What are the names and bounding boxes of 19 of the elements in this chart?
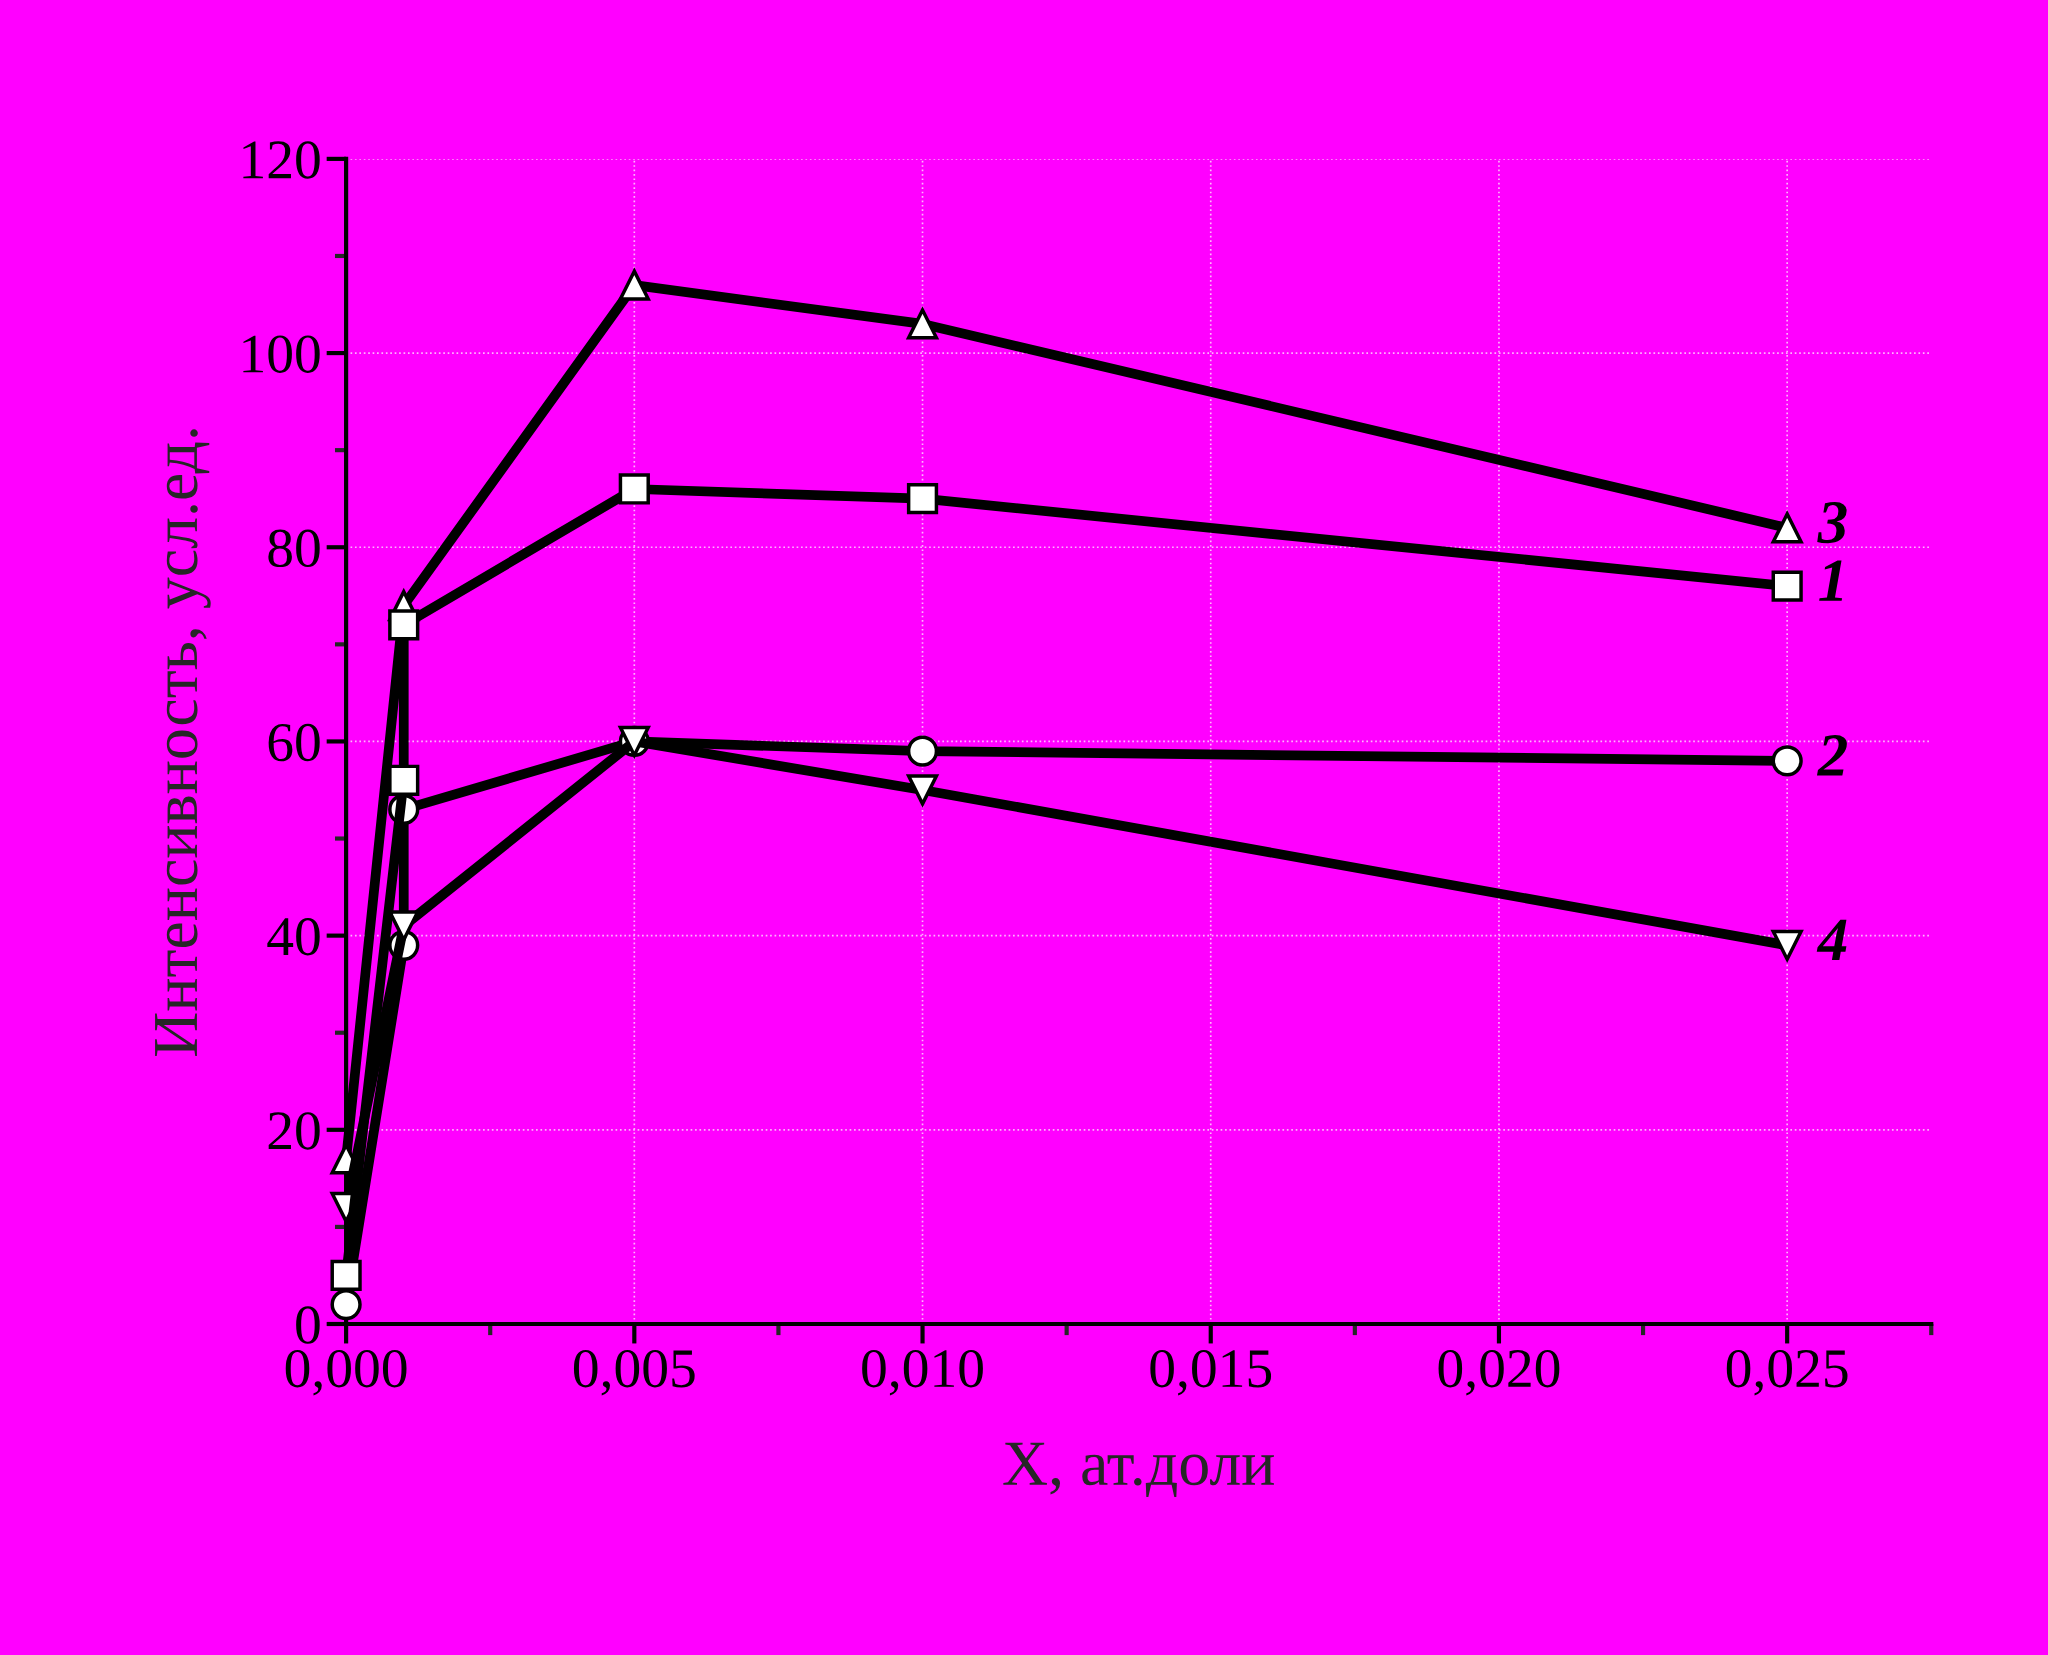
series-label: 1 xyxy=(1819,560,1843,601)
y-tick-label: 120 xyxy=(243,141,320,179)
y-axis-title: Интенсивность, усл.ед. xyxy=(155,429,211,1056)
y-tick-label: 100 xyxy=(243,335,320,373)
x-tick-label: 0,015 xyxy=(1150,1349,1272,1396)
x-tick-label: 0,020 xyxy=(1438,1349,1560,1396)
series-label: 4 xyxy=(1816,919,1847,961)
y-tick-label: 20 xyxy=(268,1112,320,1150)
x-tick-label: 0,025 xyxy=(1726,1349,1848,1396)
x-tick-label: 0,005 xyxy=(573,1349,695,1396)
series-label: 2 xyxy=(1816,735,1847,776)
x-tick-label: 0,010 xyxy=(862,1349,983,1396)
series-label: 3 xyxy=(1817,502,1847,544)
y-tick-label: 0 xyxy=(296,1306,320,1344)
y-tick-label: 40 xyxy=(267,917,320,956)
y-tick-label: 60 xyxy=(268,723,320,762)
y-tick-label: 80 xyxy=(268,529,320,568)
x-tick-label: 0,000 xyxy=(285,1349,407,1396)
x-axis-title: X, ат.доли xyxy=(1003,1442,1274,1498)
